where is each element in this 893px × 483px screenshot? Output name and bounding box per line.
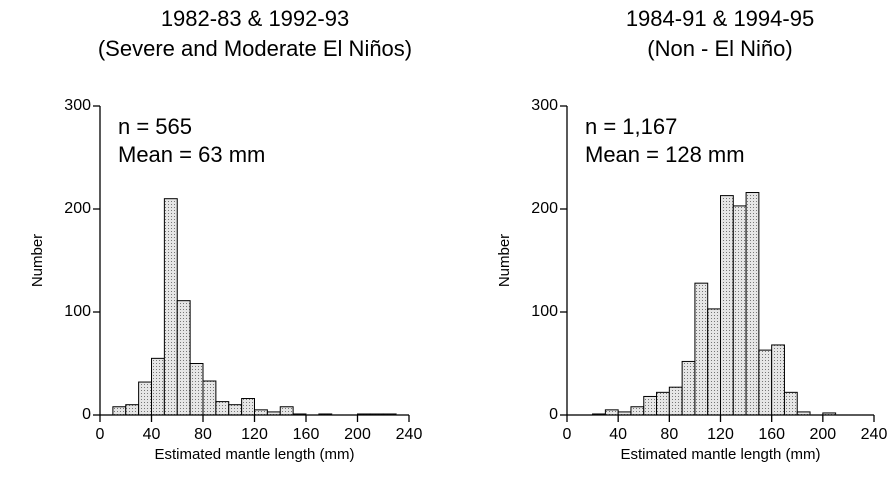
bar <box>668 386 683 416</box>
bar <box>112 406 127 416</box>
chart-title: 1982-83 & 1992-93 <box>161 6 349 31</box>
x-tick-label: 80 <box>660 426 678 443</box>
y-tick-label: 200 <box>64 200 91 217</box>
bar <box>189 363 204 416</box>
bar <box>202 380 217 416</box>
y-tick-label: 100 <box>64 303 91 320</box>
y-tick-label: 200 <box>531 200 558 217</box>
x-axis-label: Estimated mantle length (mm) <box>154 446 354 463</box>
bar <box>707 308 721 416</box>
bar <box>151 357 165 416</box>
y-tick-label: 300 <box>64 97 91 114</box>
x-tick-label: 120 <box>707 426 734 443</box>
bar <box>215 401 230 416</box>
x-tick-label: 40 <box>609 426 627 443</box>
bar <box>125 404 140 416</box>
bar <box>745 192 760 416</box>
bar <box>138 381 152 416</box>
bar <box>176 300 191 416</box>
y-axis-label: Number <box>29 234 46 287</box>
bar <box>720 195 734 416</box>
y-axis-label: Number <box>496 234 513 287</box>
x-tick-label: 80 <box>194 426 212 443</box>
y-tick-label: 0 <box>82 406 91 423</box>
x-tick-label: 240 <box>396 426 423 443</box>
x-tick-label: 0 <box>96 426 105 443</box>
bar <box>241 398 255 416</box>
bar <box>656 391 670 416</box>
bar <box>783 391 798 416</box>
x-tick-label: 160 <box>758 426 785 443</box>
x-tick-label: 120 <box>241 426 268 443</box>
annotation: Mean = 128 mm <box>585 142 745 167</box>
x-tick-label: 240 <box>861 426 888 443</box>
x-tick-label: 200 <box>809 426 836 443</box>
bar <box>694 282 709 416</box>
annotation: n = 565 <box>118 114 192 139</box>
chart-title: 1984-91 & 1994-95 <box>626 6 814 31</box>
x-axis-label: Estimated mantle length (mm) <box>620 446 820 463</box>
bar <box>758 349 773 416</box>
bar <box>630 406 645 416</box>
x-tick-label: 40 <box>143 426 161 443</box>
chart-subtitle: (Non - El Niño) <box>647 36 792 61</box>
bar <box>732 205 747 416</box>
bar <box>771 344 785 416</box>
bar <box>163 198 178 416</box>
chart-subtitle: (Severe and Moderate El Niños) <box>98 36 412 61</box>
annotation: n = 1,167 <box>585 114 677 139</box>
y-tick-label: 300 <box>531 97 558 114</box>
bar <box>604 409 619 416</box>
bar <box>254 409 268 416</box>
y-tick-label: 100 <box>531 303 558 320</box>
bar <box>228 404 243 416</box>
y-tick-label: 0 <box>549 406 558 423</box>
bar <box>279 406 294 416</box>
annotation: Mean = 63 mm <box>118 142 265 167</box>
bar <box>681 360 696 416</box>
bar <box>643 395 658 416</box>
x-tick-label: 160 <box>293 426 320 443</box>
x-tick-label: 0 <box>563 426 572 443</box>
x-tick-label: 200 <box>344 426 371 443</box>
